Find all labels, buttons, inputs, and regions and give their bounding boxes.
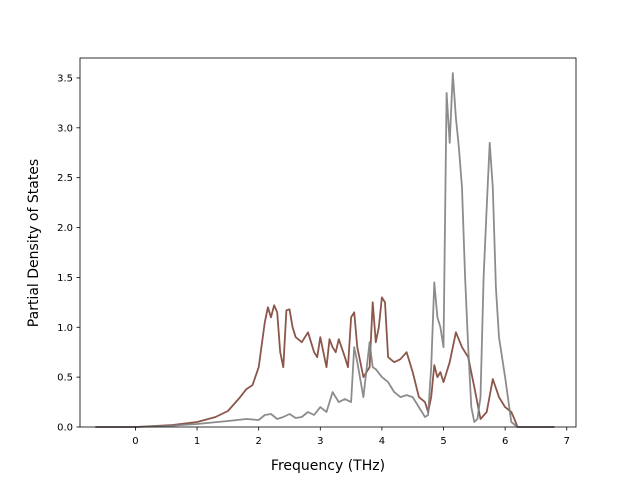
series-layer — [95, 72, 555, 428]
x-tick-label: 6 — [502, 436, 508, 447]
y-axis-ticks: 0.0 0.5 1.0 1.5 2.0 2.5 3.0 3.5 — [57, 73, 80, 434]
y-tick-label: 1.5 — [57, 273, 73, 284]
y-tick-label: 3.0 — [57, 123, 73, 134]
x-axis-label: Frequency (THz) — [271, 458, 385, 474]
series-line-2 — [95, 72, 555, 428]
x-tick-label: 4 — [379, 436, 385, 447]
axes-border — [79, 57, 577, 428]
x-axis-ticks: 0 1 2 3 4 5 6 7 — [132, 427, 570, 447]
y-tick-label: 2.5 — [57, 173, 73, 184]
plot-background — [80, 58, 576, 427]
x-tick-label: 2 — [255, 436, 261, 447]
series-line-1 — [95, 296, 555, 428]
y-tick-label: 1.0 — [57, 323, 73, 334]
y-tick-label: 3.5 — [57, 73, 73, 84]
x-tick-label: 0 — [132, 436, 138, 447]
plot-area — [80, 58, 576, 427]
x-tick-label: 1 — [194, 436, 200, 447]
y-tick-label: 0.5 — [57, 373, 73, 384]
y-tick-label: 0.0 — [57, 423, 73, 434]
y-tick-label: 2.0 — [57, 223, 73, 234]
x-tick-label: 5 — [440, 436, 446, 447]
y-axis-label: Partial Density of States — [26, 159, 42, 327]
axes-frame — [79, 57, 577, 428]
x-tick-label: 7 — [564, 436, 570, 447]
x-tick-label: 3 — [317, 436, 323, 447]
